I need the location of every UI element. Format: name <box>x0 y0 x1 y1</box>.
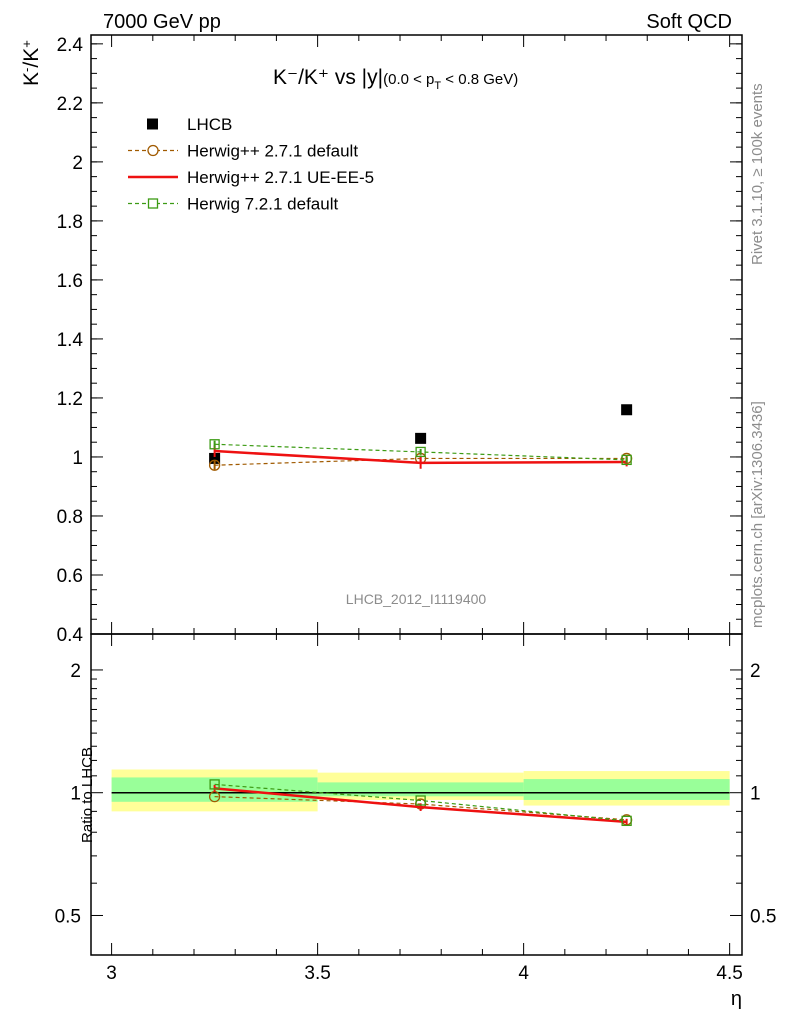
main-ytick-label: 2.4 <box>57 35 84 56</box>
plot-title: K⁻/K⁺ vs |y|(0.0 < pT < 0.8 GeV) <box>273 66 518 92</box>
legend-label: Herwig 7.2.1 default <box>187 195 338 214</box>
main-ytick-label: 1 <box>72 448 83 469</box>
legend-label: Herwig++ 2.7.1 default <box>187 142 358 161</box>
legend: LHCB Herwig++ 2.7.1 default Herwig++ 2.7.1… <box>128 115 374 214</box>
legend-marker <box>147 118 158 130</box>
legend-marker <box>147 198 159 209</box>
xtick-label: 3 <box>106 963 117 984</box>
plot-title-pt-subscript: T <box>434 80 441 92</box>
ratio-square-marker <box>621 815 632 827</box>
square-marker <box>621 454 632 466</box>
circle-marker <box>208 459 221 471</box>
series-lhcb <box>209 404 633 464</box>
xtick-label: 4 <box>518 963 529 984</box>
uncertainty-band-green <box>317 782 524 797</box>
data-point <box>415 432 427 444</box>
ratio-panel: 0.5 0.5 1 1 2 2 3 3.5 4 4.5 <box>55 633 776 984</box>
category-label: Soft QCD <box>646 11 732 33</box>
ratio-ytick-label-right: 1 <box>750 784 761 805</box>
plot-title-main: K⁻/K⁺ vs |y| <box>273 66 383 89</box>
legend-label: Herwig++ 2.7.1 UE-EE-5 <box>187 168 374 187</box>
collision-label: 7000 GeV pp <box>103 11 221 33</box>
ratio-ytick-label-left: 2 <box>70 661 81 682</box>
xtick-label: 4.5 <box>716 963 742 984</box>
ratio-square-marker <box>209 779 220 790</box>
plot-title-sub: (0.0 < p <box>383 71 434 88</box>
plot-title-sub-end: < 0.8 GeV) <box>441 71 518 88</box>
data-point <box>621 404 633 416</box>
main-ytick-label: 2.2 <box>57 94 83 115</box>
ratio-series-herwig-2-7-1-ue-ee-5 <box>213 784 628 826</box>
main-ytick-label: 0.8 <box>57 507 83 528</box>
series-herwig-7-2-1-default <box>209 439 632 466</box>
main-ytick-label: 0.6 <box>57 566 83 587</box>
data-point <box>209 452 221 464</box>
ratio-square-marker <box>415 795 426 806</box>
legend-entry: Herwig++ 2.7.1 default <box>128 142 358 161</box>
ratio-frame <box>90 633 743 956</box>
ratio-ytick-label-right: 0.5 <box>750 906 776 927</box>
square-marker <box>209 439 220 450</box>
mcplots-label: mcplots.cern.ch [arXiv:1306.3436] <box>749 401 766 628</box>
main-ytick-label: 1.8 <box>57 212 83 233</box>
ratio-ytick-label-left: 0.5 <box>55 906 81 927</box>
legend-entry: Herwig++ 2.7.1 UE-EE-5 <box>128 168 374 187</box>
ratio-series-line <box>214 783 627 822</box>
uncertainty-band-green <box>523 779 730 800</box>
ratio-ylabel: Ratio to LHCB <box>79 747 96 843</box>
main-ytick-label: 2 <box>72 153 83 174</box>
main-ytick-label: 1.6 <box>57 271 83 292</box>
main-ytick-label: 1.4 <box>57 330 84 351</box>
square-marker <box>415 446 426 458</box>
ratio-ytick-label-left: 1 <box>70 784 81 805</box>
legend-marker <box>147 144 159 157</box>
legend-entry: LHCB <box>147 115 232 134</box>
main-ylabel: K-/K+ <box>19 40 44 86</box>
legend-label: LHCB <box>187 115 232 134</box>
main-ytick-label: 0.4 <box>57 625 84 646</box>
main-panel: 0.4 0.6 0.8 1 1.2 1.4 1.6 1.8 2 2.2 2.4 <box>57 34 743 646</box>
ratio-series-herwig-7-2-1-default <box>209 779 632 827</box>
main-ytick-label: 1.2 <box>57 389 83 410</box>
xlabel: η <box>731 988 742 1010</box>
ratio-ytick-label-right: 2 <box>750 661 761 682</box>
rivet-label: Rivet 3.1.10, ≥ 100k events <box>749 83 766 265</box>
xtick-label: 3.5 <box>304 963 330 984</box>
legend-entry: Herwig 7.2.1 default <box>128 195 338 214</box>
analysis-id-label: LHCB_2012_I1119400 <box>346 591 487 607</box>
